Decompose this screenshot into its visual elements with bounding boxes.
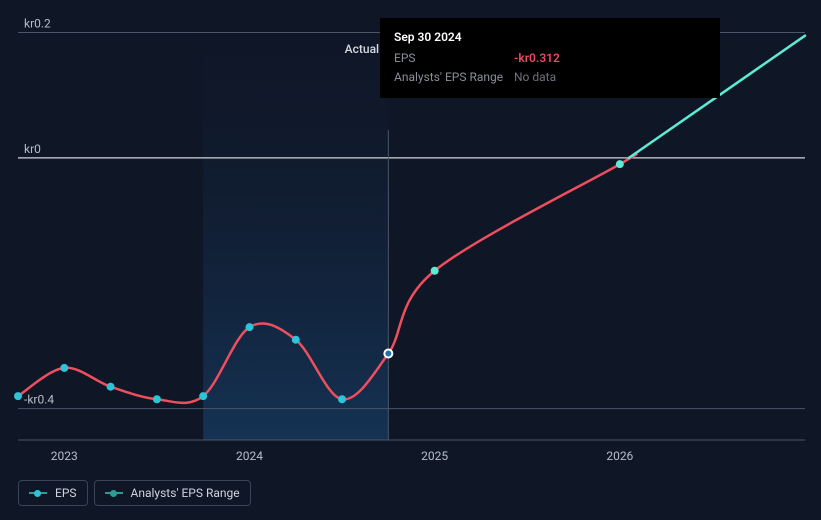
svg-text:2025: 2025 — [421, 449, 448, 463]
svg-text:kr0: kr0 — [24, 142, 41, 156]
tooltip-label: Analysts' EPS Range — [394, 68, 514, 87]
svg-text:kr0.2: kr0.2 — [24, 17, 51, 31]
tooltip-label: EPS — [394, 49, 514, 68]
svg-text:Actual: Actual — [345, 42, 379, 56]
svg-text:2024: 2024 — [236, 449, 263, 463]
tooltip-date: Sep 30 2024 — [394, 28, 706, 47]
svg-text:2026: 2026 — [606, 449, 633, 463]
eps-chart: kr0.2 kr0 -kr0.4 2023 2024 2025 2026 Actual Anal… — [0, 0, 821, 520]
legend-item-range[interactable]: Analysts' EPS Range — [94, 480, 251, 506]
tooltip-value: No data — [514, 68, 556, 87]
chart-tooltip: Sep 30 2024 EPS -kr0.312 Analysts' EPS R… — [380, 18, 720, 98]
legend-swatch-range — [105, 492, 123, 494]
tooltip-row-eps: EPS -kr0.312 — [394, 49, 706, 68]
svg-text:-kr0.4: -kr0.4 — [24, 393, 54, 407]
legend-swatch-eps — [29, 492, 47, 494]
legend-label: EPS — [55, 486, 77, 500]
legend-item-eps[interactable]: EPS — [18, 480, 88, 506]
tooltip-row-range: Analysts' EPS Range No data — [394, 68, 706, 87]
chart-legend: EPS Analysts' EPS Range — [18, 480, 251, 506]
legend-label: Analysts' EPS Range — [131, 486, 240, 500]
svg-text:2023: 2023 — [51, 449, 78, 463]
tooltip-value: -kr0.312 — [514, 49, 560, 68]
